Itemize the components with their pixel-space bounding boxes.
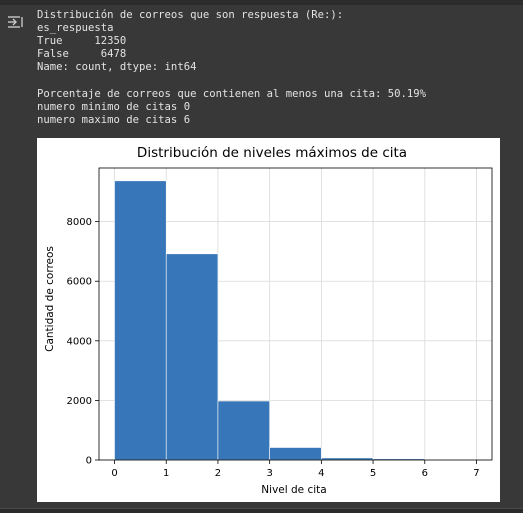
output-line: Porcentaje de correos que contienen al m… (37, 87, 427, 100)
histogram-bar (217, 400, 270, 461)
x-tick-label: 3 (266, 468, 272, 479)
output-line: numero maximo de citas 6 (37, 113, 191, 126)
output-toggle-icon[interactable] (7, 14, 25, 30)
bar-layer (114, 180, 477, 461)
chart-title: Distribución de niveles máximos de cita (137, 145, 407, 161)
axis-layer: 0 1 2 3 4 5 6 7 0 2000 4000 6000 8000 (67, 167, 493, 479)
histogram-bar (165, 253, 219, 461)
y-tick-label: 2000 (67, 396, 92, 407)
console-output: Distribución de correos que son respuest… (37, 9, 426, 127)
x-tick-label: 0 (111, 468, 117, 479)
y-axis-label: Cantidad de correos (44, 246, 56, 352)
x-tick-label: 6 (422, 468, 428, 479)
output-line: Distribución de correos que son respuest… (37, 9, 344, 21)
y-tick-label: 6000 (67, 277, 92, 288)
output-line: es_respuesta (37, 22, 114, 35)
x-tick-label: 4 (318, 468, 324, 479)
histogram-figure: Distribución de niveles máximos de cita … (37, 138, 500, 502)
output-line: numero minimo de citas 0 (37, 100, 191, 113)
cell-top-border (0, 0, 523, 5)
output-line: Name: count, dtype: int64 (37, 61, 197, 74)
x-tick-label: 2 (215, 468, 221, 479)
x-tick-label: 7 (473, 468, 479, 479)
y-tick-label: 0 (86, 456, 92, 467)
output-line (37, 74, 426, 87)
x-axis-label: Nivel de cita (261, 484, 326, 496)
x-tick-label: 1 (163, 468, 169, 479)
y-tick-label: 8000 (67, 217, 92, 228)
plot-frame (98, 167, 493, 461)
y-tick-label: 4000 (67, 336, 92, 347)
output-line: True 12350 (37, 35, 127, 48)
histogram-bar (114, 180, 167, 461)
histogram-chart: Distribución de niveles máximos de cita … (44, 145, 493, 496)
histogram-bar (269, 447, 322, 461)
output-line: False 6478 (37, 48, 127, 61)
cell-bottom-border (0, 508, 523, 513)
x-tick-label: 5 (370, 468, 376, 479)
